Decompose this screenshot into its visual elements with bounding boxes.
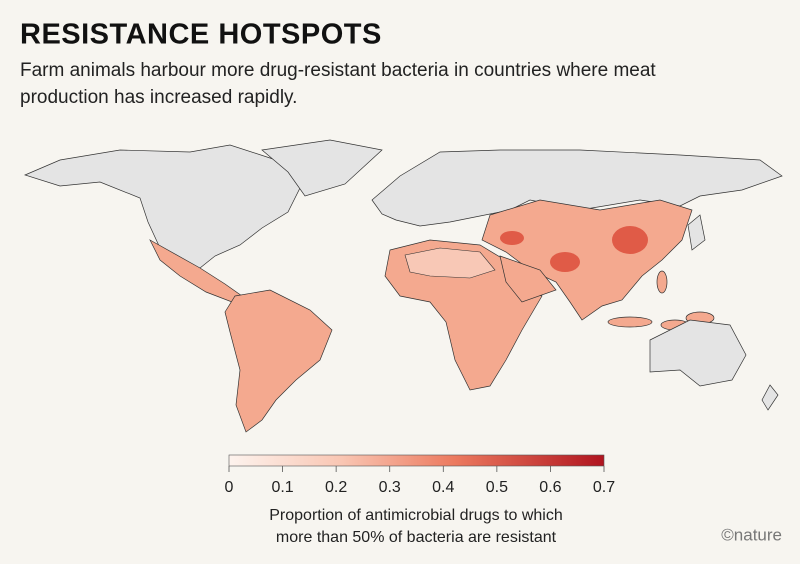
subtitle-line: production has increased rapidly.	[20, 87, 297, 108]
indonesia	[607, 316, 653, 328]
new-zealand	[761, 384, 779, 411]
tick-label: 0.4	[432, 479, 454, 496]
north-america	[23, 144, 321, 269]
tick-label: 0.7	[593, 479, 615, 496]
australia	[649, 319, 747, 387]
colorbar-ramp	[228, 454, 605, 467]
legend-label: Proportion of antimicrobial drugs to whi…	[269, 507, 562, 524]
colorbar: 0 0.1 0.2 0.3 0.4 0.5 0.6 0.7	[225, 454, 615, 496]
world-map	[23, 139, 783, 433]
credit: ©nature	[721, 525, 782, 544]
philippines	[656, 270, 668, 294]
title: RESISTANCE HOTSPOTS	[20, 19, 382, 51]
arabia	[499, 255, 557, 303]
greenland	[261, 139, 383, 197]
africa	[384, 239, 543, 391]
legend-label: more than 50% of bacteria are resistant	[276, 529, 557, 546]
subtitle-line: Farm animals harbour more drug-resistant…	[20, 60, 656, 81]
south-america	[224, 289, 333, 433]
tick-label: 0	[225, 479, 234, 496]
sahara	[404, 247, 496, 279]
tick-label: 0.3	[379, 479, 401, 496]
tick-label: 0.6	[539, 479, 561, 496]
tick-label: 0.5	[486, 479, 508, 496]
hotspot	[550, 252, 580, 272]
tick-label: 0.1	[271, 479, 293, 496]
japan	[687, 214, 706, 251]
tick-label: 0.2	[325, 479, 347, 496]
hotspot	[612, 226, 648, 254]
hotspot	[500, 231, 524, 245]
